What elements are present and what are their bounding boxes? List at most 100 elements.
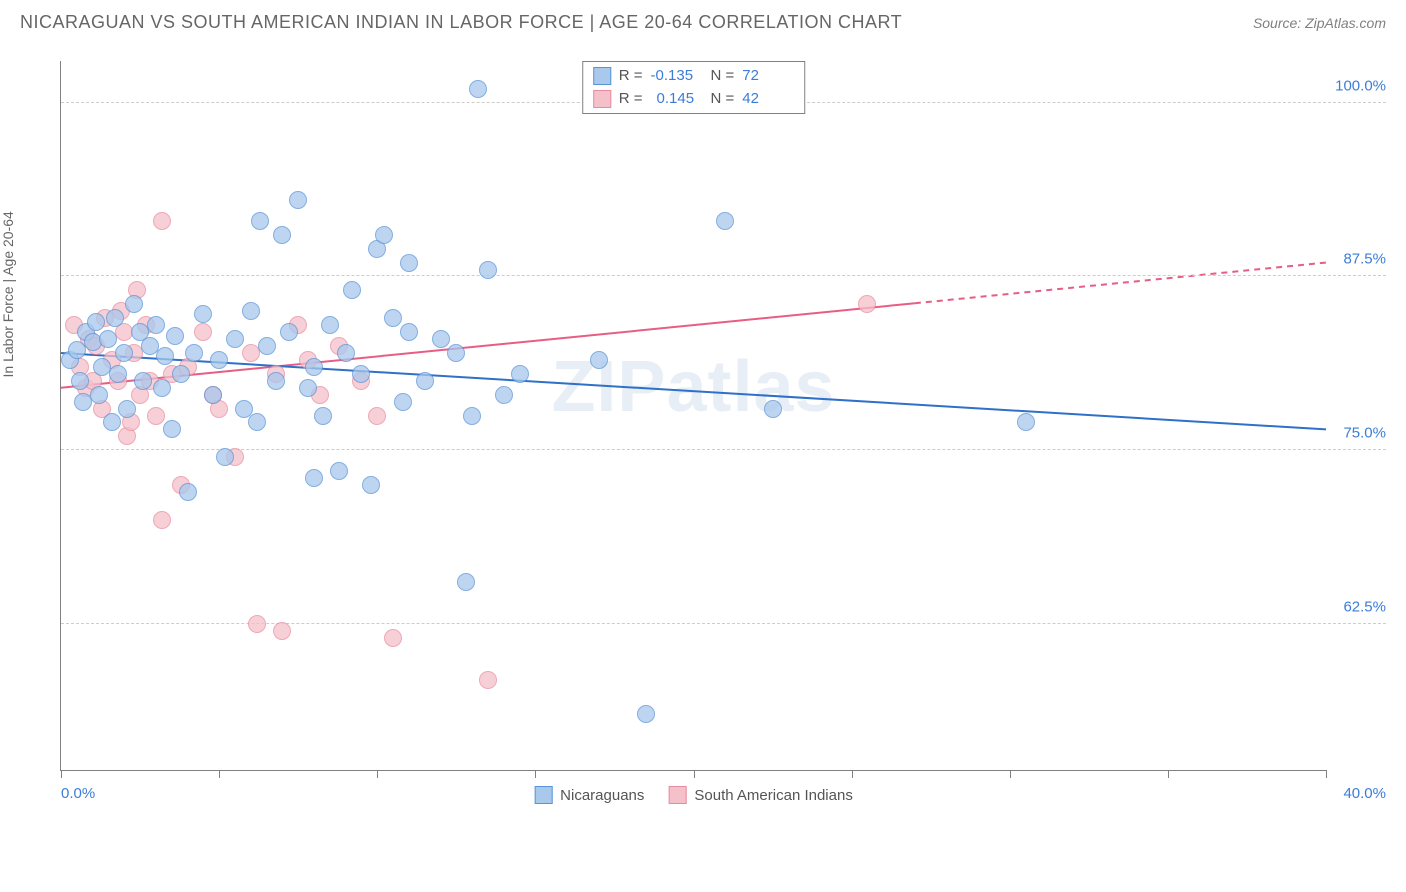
data-point-nicaraguans bbox=[375, 226, 393, 244]
data-point-nicaraguans bbox=[90, 386, 108, 404]
data-point-nicaraguans bbox=[147, 316, 165, 334]
data-point-nicaraguans bbox=[115, 344, 133, 362]
gridline bbox=[61, 449, 1386, 450]
x-tick bbox=[1326, 770, 1327, 778]
swatch-nicaraguans bbox=[593, 67, 611, 85]
data-point-nicaraguans bbox=[251, 212, 269, 230]
data-point-sai bbox=[368, 407, 386, 425]
data-point-nicaraguans bbox=[764, 400, 782, 418]
data-point-nicaraguans bbox=[299, 379, 317, 397]
data-point-sai bbox=[858, 295, 876, 313]
chart-container: In Labor Force | Age 20-64 R = -0.135 N … bbox=[60, 41, 1386, 831]
data-point-nicaraguans bbox=[179, 483, 197, 501]
legend-label-sai: South American Indians bbox=[694, 787, 852, 804]
data-point-nicaraguans bbox=[590, 351, 608, 369]
data-point-nicaraguans bbox=[226, 330, 244, 348]
data-point-nicaraguans bbox=[457, 573, 475, 591]
data-point-sai bbox=[153, 511, 171, 529]
swatch-sai bbox=[593, 90, 611, 108]
data-point-sai bbox=[153, 212, 171, 230]
data-point-nicaraguans bbox=[103, 413, 121, 431]
stat-n-nicaraguans: 72 bbox=[742, 65, 794, 88]
data-point-nicaraguans bbox=[400, 323, 418, 341]
y-tick-label: 100.0% bbox=[1327, 77, 1386, 94]
data-point-nicaraguans bbox=[172, 365, 190, 383]
data-point-nicaraguans bbox=[71, 372, 89, 390]
data-point-nicaraguans bbox=[394, 393, 412, 411]
data-point-nicaraguans bbox=[314, 407, 332, 425]
plot-area: R = -0.135 N = 72 R = 0.145 N = 42 ZIPat… bbox=[60, 61, 1326, 771]
data-point-sai bbox=[248, 615, 266, 633]
data-point-nicaraguans bbox=[321, 316, 339, 334]
data-point-nicaraguans bbox=[166, 327, 184, 345]
data-point-sai bbox=[479, 671, 497, 689]
x-tick bbox=[377, 770, 378, 778]
series-legend: Nicaraguans South American Indians bbox=[534, 786, 853, 804]
data-point-sai bbox=[384, 629, 402, 647]
data-point-nicaraguans bbox=[125, 295, 143, 313]
data-point-nicaraguans bbox=[185, 344, 203, 362]
x-tick-label: 0.0% bbox=[61, 785, 95, 802]
data-point-nicaraguans bbox=[469, 80, 487, 98]
x-tick bbox=[535, 770, 536, 778]
data-point-nicaraguans bbox=[343, 281, 361, 299]
stat-label-n: N = bbox=[711, 65, 735, 88]
data-point-nicaraguans bbox=[267, 372, 285, 390]
data-point-nicaraguans bbox=[87, 313, 105, 331]
data-point-nicaraguans bbox=[280, 323, 298, 341]
data-point-nicaraguans bbox=[118, 400, 136, 418]
data-point-nicaraguans bbox=[289, 191, 307, 209]
chart-title: NICARAGUAN VS SOUTH AMERICAN INDIAN IN L… bbox=[20, 12, 902, 33]
data-point-nicaraguans bbox=[1017, 413, 1035, 431]
data-point-nicaraguans bbox=[511, 365, 529, 383]
data-point-nicaraguans bbox=[258, 337, 276, 355]
data-point-nicaraguans bbox=[479, 261, 497, 279]
data-point-nicaraguans bbox=[156, 347, 174, 365]
x-tick-label: 40.0% bbox=[1343, 785, 1386, 802]
data-point-nicaraguans bbox=[337, 344, 355, 362]
x-tick bbox=[219, 770, 220, 778]
data-point-sai bbox=[147, 407, 165, 425]
data-point-nicaraguans bbox=[637, 705, 655, 723]
data-point-nicaraguans bbox=[153, 379, 171, 397]
data-point-nicaraguans bbox=[242, 302, 260, 320]
data-point-nicaraguans bbox=[463, 407, 481, 425]
data-point-nicaraguans bbox=[216, 448, 234, 466]
x-tick bbox=[694, 770, 695, 778]
data-point-sai bbox=[273, 622, 291, 640]
data-point-nicaraguans bbox=[109, 365, 127, 383]
data-point-nicaraguans bbox=[495, 386, 513, 404]
x-tick bbox=[852, 770, 853, 778]
data-point-nicaraguans bbox=[210, 351, 228, 369]
x-tick bbox=[1010, 770, 1011, 778]
data-point-nicaraguans bbox=[194, 305, 212, 323]
stats-legend: R = -0.135 N = 72 R = 0.145 N = 42 bbox=[582, 61, 806, 114]
stat-r-nicaraguans: -0.135 bbox=[651, 65, 703, 88]
source-attribution: Source: ZipAtlas.com bbox=[1253, 15, 1386, 31]
gridline bbox=[61, 275, 1386, 276]
legend-item-nicaraguans: Nicaraguans bbox=[534, 786, 644, 804]
stats-row-nicaraguans: R = -0.135 N = 72 bbox=[593, 65, 795, 88]
stat-r-sai: 0.145 bbox=[651, 88, 703, 111]
data-point-sai bbox=[194, 323, 212, 341]
stats-row-sai: R = 0.145 N = 42 bbox=[593, 88, 795, 111]
data-point-nicaraguans bbox=[134, 372, 152, 390]
data-point-nicaraguans bbox=[432, 330, 450, 348]
data-point-nicaraguans bbox=[305, 358, 323, 376]
data-point-nicaraguans bbox=[273, 226, 291, 244]
stat-n-sai: 42 bbox=[742, 88, 794, 111]
data-point-nicaraguans bbox=[204, 386, 222, 404]
swatch-sai bbox=[668, 786, 686, 804]
x-tick bbox=[61, 770, 62, 778]
data-point-nicaraguans bbox=[99, 330, 117, 348]
data-point-nicaraguans bbox=[163, 420, 181, 438]
data-point-nicaraguans bbox=[716, 212, 734, 230]
swatch-nicaraguans bbox=[534, 786, 552, 804]
legend-item-sai: South American Indians bbox=[668, 786, 852, 804]
y-tick-label: 87.5% bbox=[1335, 251, 1386, 268]
data-point-nicaraguans bbox=[400, 254, 418, 272]
stat-label-r: R = bbox=[619, 65, 643, 88]
y-tick-label: 75.0% bbox=[1335, 425, 1386, 442]
data-point-nicaraguans bbox=[384, 309, 402, 327]
stat-label-n: N = bbox=[711, 88, 735, 111]
